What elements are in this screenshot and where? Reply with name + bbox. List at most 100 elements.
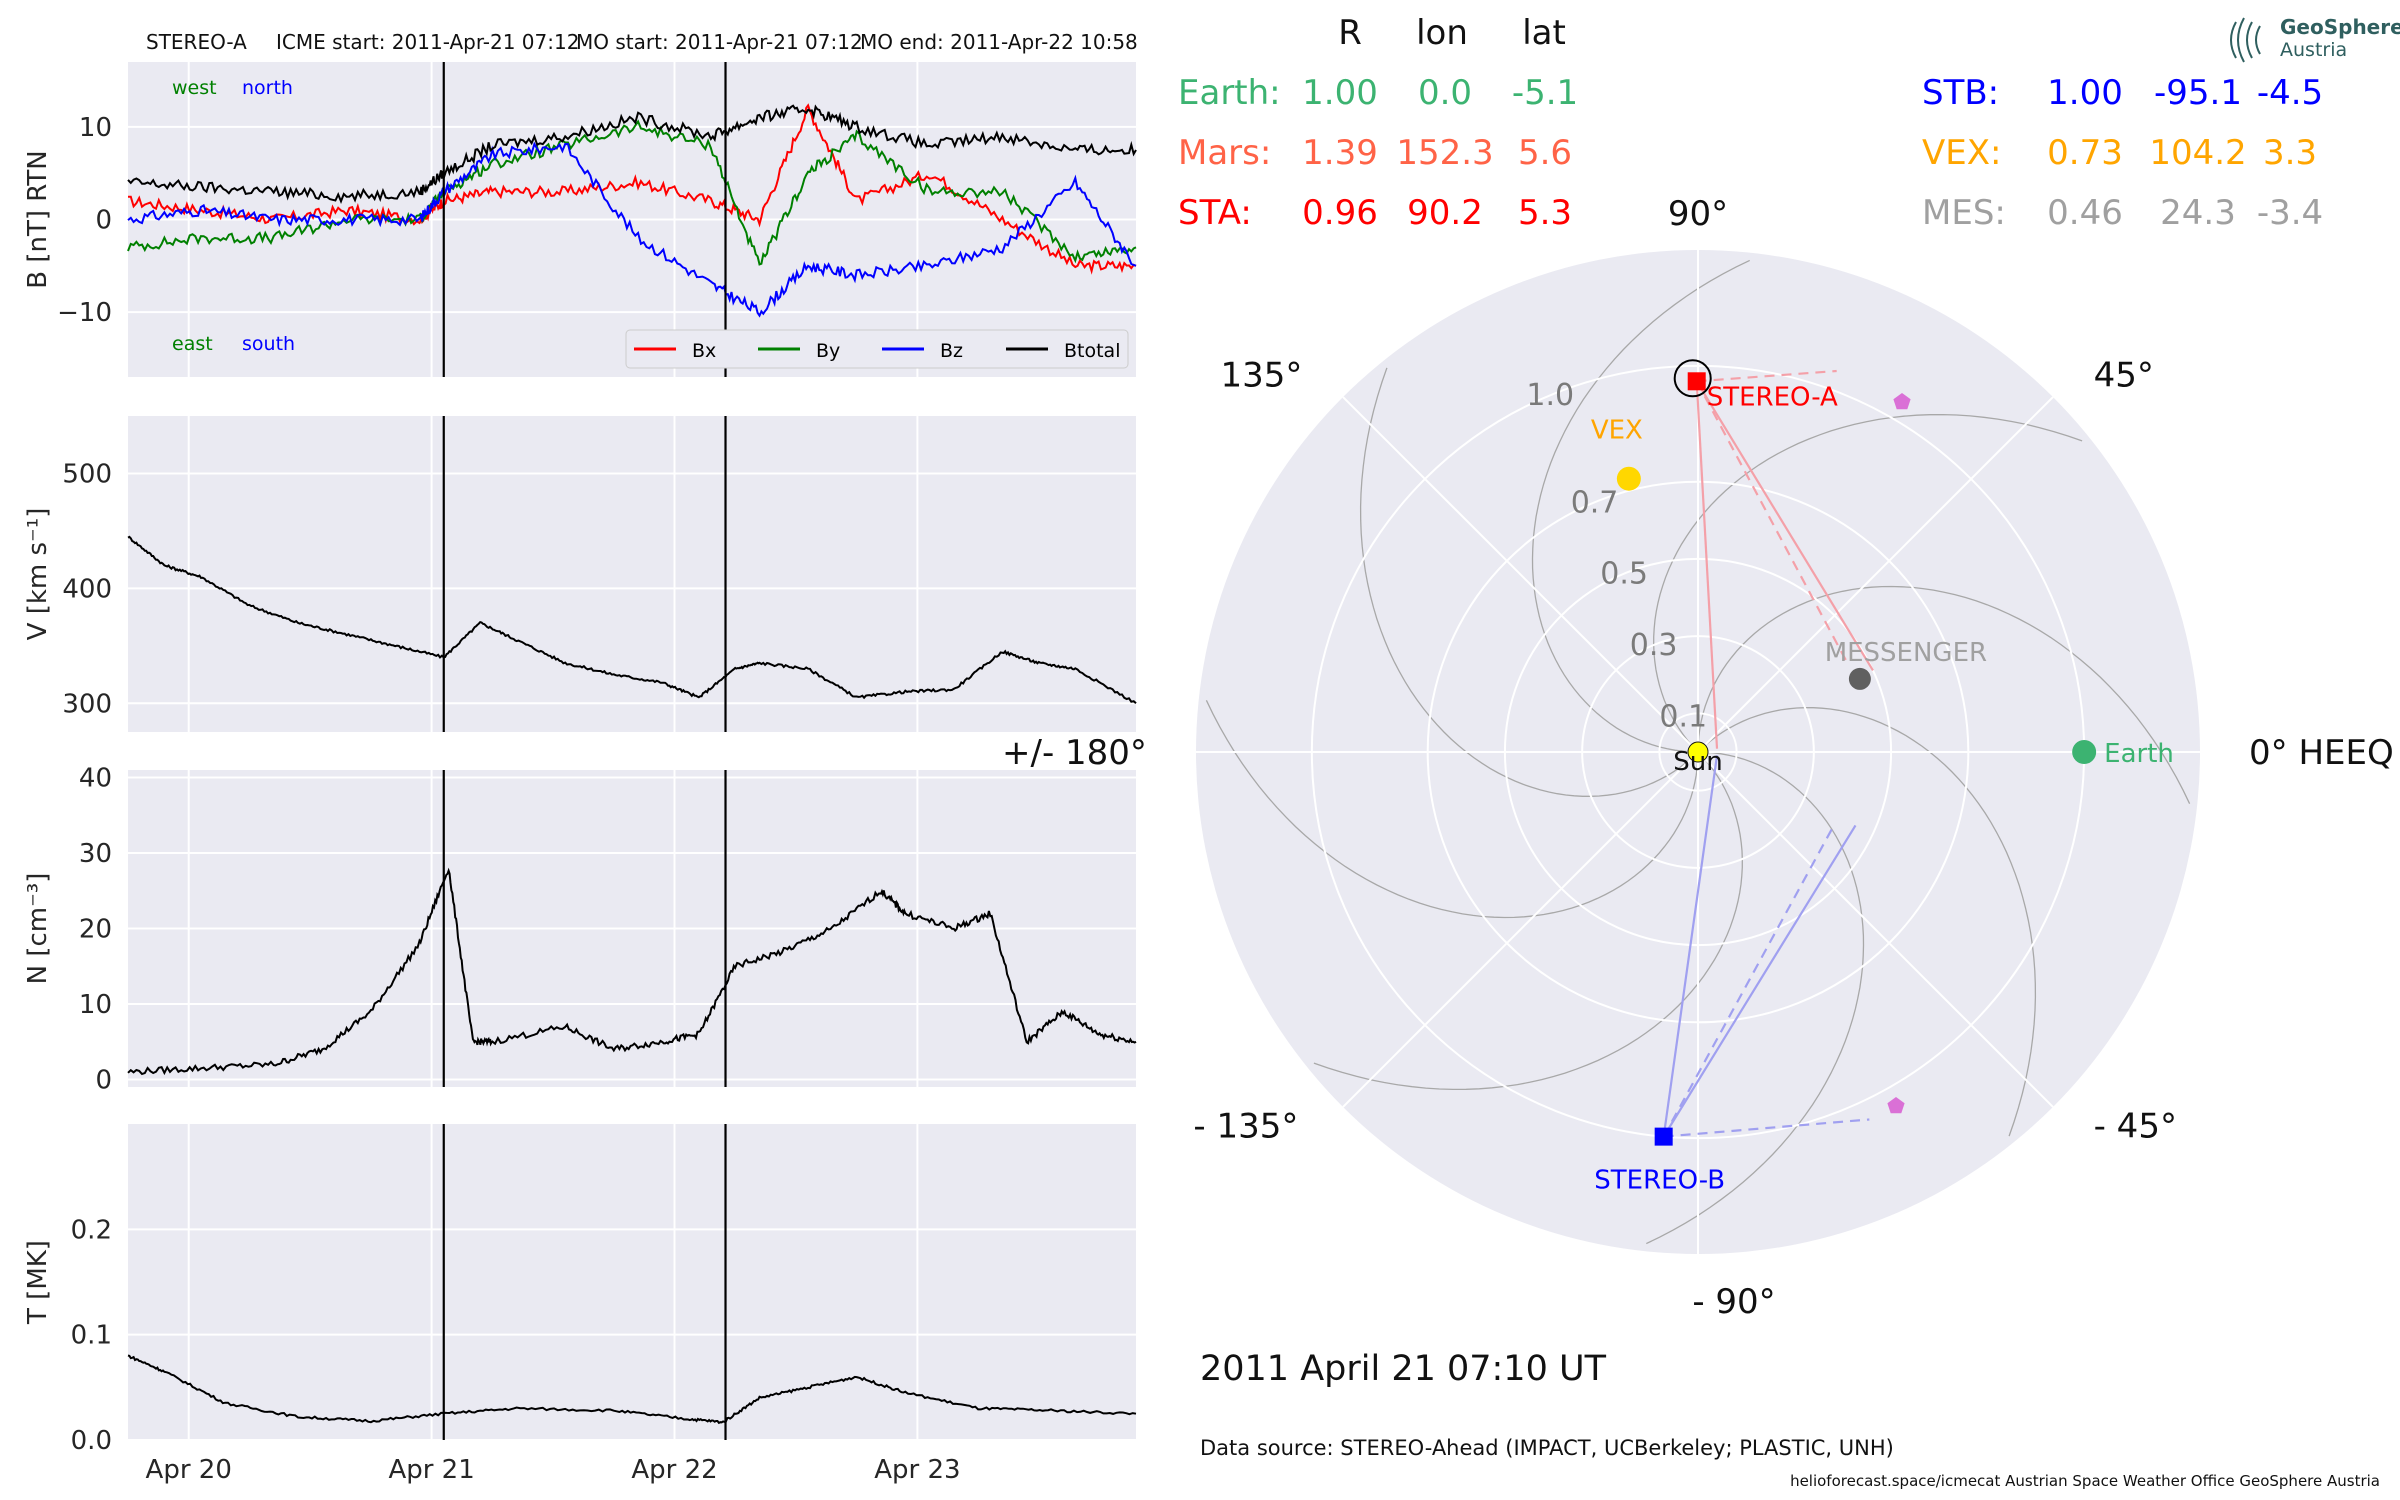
marker-dot [2072,740,2097,764]
polar-r-tick-label: 1.0 [1526,378,1574,413]
marker-dot [1687,741,1709,763]
parker-spiral-line [1697,707,2037,1137]
footer-credits: helioforecast.space/icmecat Austrian Spa… [1790,1472,2380,1490]
datetime-label: 2011 April 21 07:10 UT [1200,1349,1607,1389]
fov-line [1695,380,1850,666]
table-cell: -95.1 [2154,73,2242,113]
ytick-label: 500 [62,459,112,489]
ylabel-density: N [cm⁻³] [23,873,53,985]
table-header-r: R [1338,13,1362,53]
polar-r-tick-label: 0.1 [1659,699,1707,734]
polar-angle-label: 0° HEEQ [2249,733,2394,773]
table-cell: 0.46 [2047,193,2123,233]
legend-bx: Bx [692,340,716,362]
marker-label: STEREO-A [1707,382,1838,412]
header-spacecraft: STEREO-A [146,30,247,54]
panel-grid [128,1124,1136,1441]
pentagon-marker [1893,393,1911,410]
ytick-label: 0 [95,206,112,236]
marker-messenger: MESSENGER [1825,638,1987,690]
fov-line [1662,828,1833,1138]
legend-box [625,329,1129,369]
marker-dot [1848,667,1871,690]
fov-line [1695,381,1719,749]
polar-r-tick-label: 0.7 [1571,485,1619,520]
annotation-south: south [242,333,295,355]
header-icme-start: ICME start: 2011-Apr-21 07:12 [276,30,579,54]
parker-spiral-line [1359,367,1699,797]
table-cell: STA: [1178,193,1252,233]
marker-vex: VEX [1591,416,1643,491]
table-cell: 1.00 [1302,73,1378,113]
marker-label: VEX [1591,416,1643,446]
plot-header: STEREO-A ICME start: 2011-Apr-21 07:12 M… [146,30,1138,54]
polar-grid-spoke [1342,396,1699,753]
marker-sun: Sun [1673,741,1723,777]
series-line-bz [127,141,1137,318]
parker-spiral-line [1646,751,1865,1245]
marker-label: Earth [2104,739,2174,769]
table-cell: -4.5 [2257,73,2323,113]
table-cell: 90.2 [1407,193,1483,233]
ytick-label: 300 [62,689,112,719]
table-row-right: VEX: 0.73 104.2 3.3 [1922,133,2317,173]
ytick-label: 0.0 [71,1426,112,1456]
fov-line [1662,755,1719,1137]
ytick-label: −10 [57,298,112,328]
parker-spiral-line [1313,751,1743,1091]
panel-temperature: 0.2 0.1 0.0 T [MK] Apr 20 Apr 21 Apr 22 Apr 23 [23,1124,1137,1485]
pentagon-marker [1887,1097,1905,1114]
polar-angle-label: +/- 180° [1002,733,1147,773]
marker-ring [1673,359,1712,398]
parker-spiral-line [1205,700,1699,919]
ytick-label: 400 [62,574,112,604]
ylabel-speed: V [km s⁻¹] [23,508,53,641]
table-row-left: STA: 0.96 90.2 5.3 [1178,193,1572,233]
logo-line2: Austria [2280,39,2347,61]
table-row-right: MES: 0.46 24.3 -3.4 [1922,193,2323,233]
b-legend: Bx By Bz Btotal [625,329,1129,369]
ylabel-magnetic-field: B [nT] RTN [23,150,53,289]
polar-angle-label: - 135° [1193,1107,1298,1147]
table-row-left: Earth: 1.00 0.0 -5.1 [1178,73,1578,113]
polar-r-tick-label: 0.5 [1600,557,1648,592]
polar-position-plot: 0.1 0.3 0.5 0.7 1.0 90° 45° 0° HEEQ - 45° - 90° - … [1002,194,2394,1322]
header-mo-start: MO start: 2011-Apr-21 07:12 [576,30,863,54]
annotation-east: east [172,333,213,355]
table-row-right: STB: 1.00 -95.1 -4.5 [1922,73,2323,113]
table-header-lon: lon [1416,13,1468,53]
table-cell: 0.0 [1418,73,1472,113]
panel-density: 40 30 20 10 0 N [cm⁻³] [23,764,1137,1095]
table-cell: 152.3 [1396,133,1493,173]
b-direction-annotations: west north east south [172,77,295,355]
legend-by: By [816,340,840,362]
polar-angle-label: 90° [1668,194,1728,234]
polar-angle-label: 45° [2094,355,2154,395]
series-line-n [127,867,1137,1076]
marker-label: STEREO-B [1594,1166,1725,1196]
logo-icon [2230,17,2261,63]
marker-earth: Earth [2072,739,2174,769]
panel-background [128,1124,1136,1440]
geosphere-logo: GeoSphere Austria [2230,15,2400,63]
marker-label: MESSENGER [1825,638,1987,668]
polar-angle-label: 135° [1220,355,1302,395]
annotation-west: west [172,77,217,99]
marker-stereo-b: STEREO-B [1594,1127,1725,1196]
table-cell: 5.3 [1518,193,1572,233]
ytick-label: 10 [79,113,112,143]
table-header-lat: lat [1522,13,1566,53]
table-cell: VEX: [1922,133,2002,173]
xtick-label: Apr 21 [388,1455,474,1485]
table-cell: Mars: [1178,133,1271,173]
fov-line [1695,380,1874,671]
ylabel-temperature: T [MK] [23,1240,53,1325]
fov-line [1696,369,1837,383]
table-cell: Earth: [1178,73,1281,113]
data-source-label: Data source: STEREO-Ahead (IMPACT, UCBer… [1200,1436,1894,1460]
xtick-label: Apr 23 [874,1455,960,1485]
xtick-label: Apr 20 [146,1455,232,1485]
position-table: R lon lat Earth: 1.00 0.0 -5.1 Mars: 1.39 152.… [1178,13,2323,233]
table-cell: 1.39 [1302,133,1378,173]
table-cell: 0.96 [1302,193,1378,233]
